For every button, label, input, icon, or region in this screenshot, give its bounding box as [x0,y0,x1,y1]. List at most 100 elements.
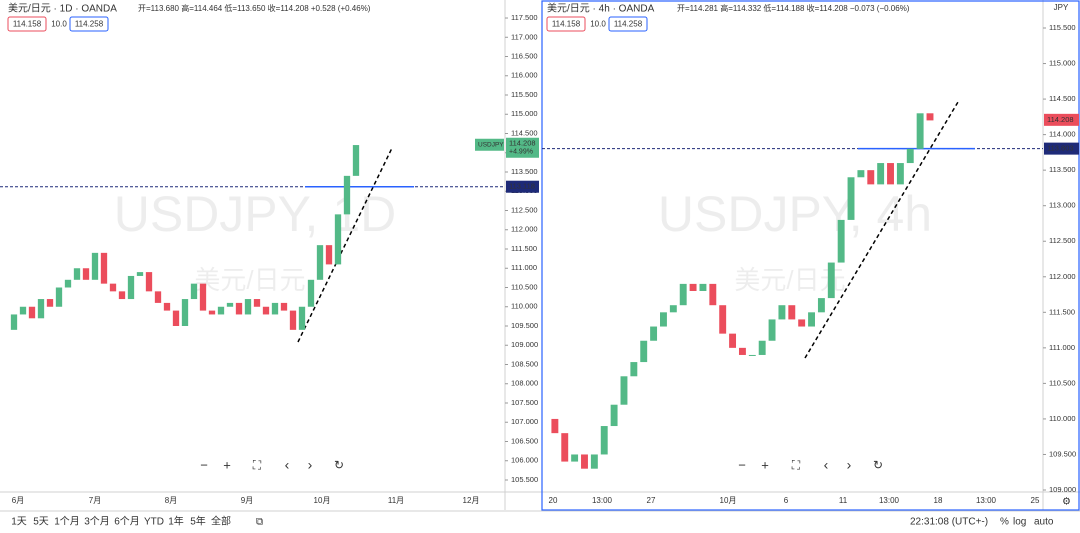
candle [118,291,126,300]
candle [82,268,90,280]
y-tick-label: 108.500 [511,359,538,368]
x-tick-label: 11 [839,496,848,505]
y-tick-label: 107.000 [511,417,538,426]
scroll-left[interactable]: ‹ [285,457,290,473]
candle [235,302,243,315]
sell-box[interactable] [546,16,586,32]
candle [307,279,315,307]
percent-toggle[interactable]: % [1000,517,1009,528]
y-tick-label: 109.000 [1049,485,1076,494]
ohlc-values: 开=114.281 高=114.332 低=114.188 收=114.208 … [677,3,910,13]
zoom-out[interactable]: − [738,457,746,472]
scroll-right[interactable]: › [308,457,313,473]
symbol-title: 美元/日元 · 1D · OANDA [8,2,117,15]
candle [679,283,687,306]
range-button[interactable]: YTD [144,517,164,528]
sell-price[interactable]: 114.158 [13,20,42,29]
candle [343,175,351,215]
zoom-in[interactable]: + [761,457,769,472]
y-tick-label: 116.500 [511,51,538,60]
candle [100,252,108,284]
y-tick-label: 112.500 [1049,236,1076,245]
range-button[interactable]: 3个月 [84,516,110,528]
range-button[interactable]: 5天 [33,517,49,528]
symbol-tag [475,138,504,151]
candle [154,291,162,303]
log-toggle[interactable]: log [1013,517,1026,528]
candle [199,283,207,311]
candle [867,170,875,185]
range-button[interactable]: 6个月 [114,516,140,528]
candle [136,272,144,276]
price-line-tag [1044,142,1079,155]
last-price-tag [506,137,539,158]
candle [926,113,934,121]
candle [208,310,216,315]
scroll-right[interactable]: › [847,457,852,473]
candle [600,426,608,455]
buy-box[interactable] [608,16,648,32]
range-button[interactable]: 1天 [11,517,27,528]
x-tick-label: 25 [1031,496,1040,505]
range-button[interactable]: 1年 [168,515,184,528]
buy-price[interactable]: 114.258 [75,20,104,29]
x-tick-label: 13:00 [976,496,997,505]
symbol-tag-label: USDJPY [478,141,504,148]
y-tick-label: 110.500 [1049,378,1076,387]
buy-price[interactable]: 114.258 [614,20,643,29]
x-tick-label: 11月 [388,496,404,505]
nav-buttons[interactable]: − + ⛶ ‹ › ↻ − + ⛶ ‹ › ↻ [200,457,883,473]
y-tick-label: 115.000 [1049,59,1076,68]
x-tick-label: 12月 [463,496,480,505]
candle [163,302,171,311]
candle [887,163,894,185]
compare-icon[interactable]: ⧉ [256,517,263,528]
y-tick-label: 116.000 [511,71,538,80]
candle [561,433,569,462]
candle [906,148,914,164]
sell-box[interactable] [7,16,47,32]
candle [758,340,766,355]
y-tick-label: 112.500 [511,205,538,214]
candle [325,245,333,265]
range-button[interactable]: 5年 [190,515,206,528]
symbol-title: 美元/日元 · 4h · OANDA [547,2,655,15]
candle [73,268,81,280]
y-tick-label: 111.000 [1049,343,1075,352]
candle [660,312,667,327]
last-price-label: 114.208 [1047,115,1074,124]
candle [551,418,559,434]
change-label: +4.99% [509,149,533,156]
candle [808,312,815,327]
range-button[interactable]: 1个月 [54,516,80,528]
buy-box[interactable] [69,16,109,32]
candle [46,299,54,307]
candle [55,287,63,307]
sell-price[interactable]: 114.158 [552,20,581,29]
candle [28,306,36,319]
candle [610,404,618,427]
candle [916,113,924,149]
zoom-out[interactable]: − [200,457,208,472]
last-price-tag [1044,113,1079,126]
y-tick-label: 111.500 [511,244,537,253]
zoom-in[interactable]: + [223,457,231,472]
reset-view[interactable]: ⛶ [252,458,262,472]
refresh[interactable]: ↻ [334,458,344,472]
settings-icon[interactable]: ⚙ [1062,497,1071,508]
candle [109,283,117,292]
candle [857,170,865,178]
y-tick-label: 106.000 [511,456,538,465]
scroll-left[interactable]: ‹ [824,457,829,473]
candle [738,347,746,355]
auto-toggle[interactable]: auto [1034,517,1054,528]
watermark: USDJPY, 4h [658,186,932,242]
y-tick-label: 112.000 [511,225,538,234]
candle [640,340,648,363]
range-button[interactable]: 全部 [211,515,231,528]
y-tick-label: 114.000 [1049,130,1076,139]
refresh[interactable]: ↻ [873,458,883,472]
x-tick-label: 8月 [165,496,177,505]
reset-view[interactable]: ⛶ [791,458,801,472]
y-tick-label: 108.000 [511,379,538,388]
